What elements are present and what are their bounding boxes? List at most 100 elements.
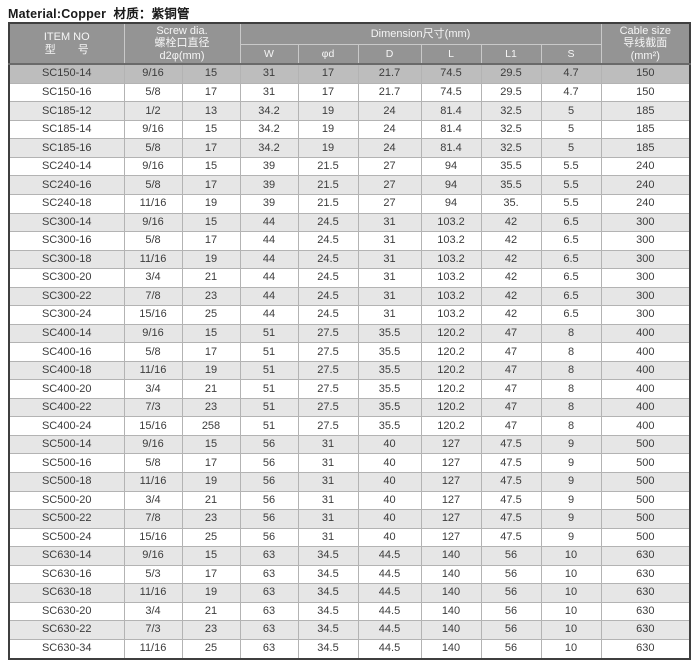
cell-screw-mm: 15 bbox=[181, 212, 241, 233]
cell-item-no: SC500-16 bbox=[8, 453, 125, 473]
cell-item-no: SC300-18 bbox=[8, 249, 125, 270]
cell-d: 24 bbox=[357, 119, 422, 140]
cell-item-no: SC240-16 bbox=[8, 175, 125, 195]
cell-d: 40 bbox=[357, 434, 422, 455]
cell-d: 40 bbox=[357, 471, 422, 492]
cell-w: 63 bbox=[239, 620, 299, 640]
cell-phi-d: 17 bbox=[297, 63, 359, 84]
cell-screw-fraction: 3/4 bbox=[123, 601, 183, 622]
cell-screw-mm: 15 bbox=[181, 434, 241, 455]
cell-phi-d: 17 bbox=[297, 82, 359, 103]
cell-cable-size: 300 bbox=[600, 249, 691, 270]
cell-screw-mm: 17 bbox=[181, 453, 241, 473]
cell-w: 51 bbox=[239, 342, 299, 362]
cell-screw-mm: 23 bbox=[181, 620, 241, 640]
table-row: SC300-16 5/8 17 44 24.5 31 103.2 42 6.5 300 bbox=[8, 231, 691, 251]
table-row: SC500-18 11/16 19 56 31 40 127 47.5 9 500 bbox=[8, 471, 691, 492]
cell-w: 31 bbox=[239, 82, 299, 103]
cell-phi-d: 27.5 bbox=[297, 397, 359, 418]
cell-phi-d: 21.5 bbox=[297, 175, 359, 195]
table-row: SC400-22 7/3 23 51 27.5 35.5 120.2 47 8 400 bbox=[8, 397, 691, 418]
cell-screw-fraction: 11/16 bbox=[123, 471, 183, 492]
cell-s: 9 bbox=[540, 471, 602, 492]
cell-item-no: SC240-18 bbox=[8, 194, 125, 214]
cell-d: 35.5 bbox=[357, 379, 422, 399]
cell-item-no: SC500-22 bbox=[8, 509, 125, 529]
cell-s: 9 bbox=[540, 509, 602, 529]
cell-w: 44 bbox=[239, 286, 299, 307]
col-header-l: L bbox=[420, 43, 482, 65]
cell-screw-fraction: 9/16 bbox=[123, 119, 183, 140]
cell-item-no: SC500-20 bbox=[8, 490, 125, 511]
cell-l: 120.2 bbox=[420, 342, 482, 362]
cell-phi-d: 31 bbox=[297, 527, 359, 548]
cell-screw-mm: 23 bbox=[181, 286, 241, 307]
cell-cable-size: 500 bbox=[600, 490, 691, 511]
col-header-cable-size: Cable size 导线截面 (mm²) bbox=[600, 22, 691, 65]
cell-cable-size: 185 bbox=[600, 138, 691, 158]
cell-w: 31 bbox=[239, 63, 299, 84]
cell-s: 8 bbox=[540, 397, 602, 418]
cell-l: 127 bbox=[420, 471, 482, 492]
cell-screw-fraction: 9/16 bbox=[123, 546, 183, 566]
cell-cable-size: 500 bbox=[600, 527, 691, 548]
cell-l1: 47 bbox=[480, 342, 542, 362]
cell-d: 31 bbox=[357, 249, 422, 270]
cell-cable-size: 500 bbox=[600, 509, 691, 529]
cell-l1: 47.5 bbox=[480, 527, 542, 548]
cell-s: 9 bbox=[540, 527, 602, 548]
cell-phi-d: 19 bbox=[297, 101, 359, 121]
table-row: SC400-24 15/16 258 51 27.5 35.5 120.2 47 8 400 bbox=[8, 416, 691, 436]
cell-d: 35.5 bbox=[357, 397, 422, 418]
cell-screw-mm: 25 bbox=[181, 527, 241, 548]
cell-screw-mm: 17 bbox=[181, 231, 241, 251]
cell-s: 5 bbox=[540, 138, 602, 158]
cell-d: 24 bbox=[357, 101, 422, 121]
cell-l1: 47 bbox=[480, 323, 542, 344]
cell-screw-fraction: 9/16 bbox=[123, 323, 183, 344]
cell-s: 6.5 bbox=[540, 305, 602, 325]
cell-l1: 35.5 bbox=[480, 156, 542, 177]
cell-screw-mm: 21 bbox=[181, 490, 241, 511]
table-row: SC630-18 11/16 19 63 34.5 44.5 140 56 10 630 bbox=[8, 583, 691, 603]
cell-screw-fraction: 7/3 bbox=[123, 397, 183, 418]
cell-l: 140 bbox=[420, 620, 482, 640]
cell-screw-fraction: 9/16 bbox=[123, 156, 183, 177]
cell-w: 51 bbox=[239, 397, 299, 418]
cell-item-no: SC300-14 bbox=[8, 212, 125, 233]
cell-screw-mm: 17 bbox=[181, 138, 241, 158]
cell-screw-fraction: 11/16 bbox=[123, 583, 183, 603]
cell-cable-size: 630 bbox=[600, 564, 691, 585]
cell-cable-size: 630 bbox=[600, 583, 691, 603]
cell-d: 40 bbox=[357, 490, 422, 511]
table-row: SC400-18 11/16 19 51 27.5 35.5 120.2 47 8 400 bbox=[8, 360, 691, 381]
cell-l1: 29.5 bbox=[480, 63, 542, 84]
cell-screw-mm: 15 bbox=[181, 63, 241, 84]
cell-item-no: SC185-12 bbox=[8, 101, 125, 121]
cell-screw-mm: 13 bbox=[181, 101, 241, 121]
cell-d: 35.5 bbox=[357, 416, 422, 436]
cell-l1: 56 bbox=[480, 620, 542, 640]
cell-s: 6.5 bbox=[540, 212, 602, 233]
cell-l1: 56 bbox=[480, 546, 542, 566]
cell-screw-fraction: 11/16 bbox=[123, 638, 183, 660]
cell-phi-d: 34.5 bbox=[297, 546, 359, 566]
cell-phi-d: 27.5 bbox=[297, 360, 359, 381]
table-row: SC630-16 5/3 17 63 34.5 44.5 140 56 10 630 bbox=[8, 564, 691, 585]
table-row: SC630-20 3/4 21 63 34.5 44.5 140 56 10 630 bbox=[8, 601, 691, 622]
cell-l1: 56 bbox=[480, 601, 542, 622]
spec-table-header: ITEM NO 型 号 Screw dia. 螺栓口直径 d2φ(mm) Dim… bbox=[8, 22, 691, 65]
cell-phi-d: 19 bbox=[297, 119, 359, 140]
cell-phi-d: 24.5 bbox=[297, 305, 359, 325]
cell-phi-d: 19 bbox=[297, 138, 359, 158]
table-row: SC300-24 15/16 25 44 24.5 31 103.2 42 6.5 300 bbox=[8, 305, 691, 325]
cell-l: 103.2 bbox=[420, 212, 482, 233]
cell-phi-d: 31 bbox=[297, 509, 359, 529]
cell-item-no: SC150-16 bbox=[8, 82, 125, 103]
table-row: SC185-14 9/16 15 34.2 19 24 81.4 32.5 5 185 bbox=[8, 119, 691, 140]
cell-phi-d: 21.5 bbox=[297, 156, 359, 177]
col-header-screw-dia: Screw dia. 螺栓口直径 d2φ(mm) bbox=[123, 22, 241, 65]
cell-s: 5.5 bbox=[540, 156, 602, 177]
cell-screw-mm: 21 bbox=[181, 268, 241, 288]
col-header-l1: L1 bbox=[480, 43, 542, 65]
